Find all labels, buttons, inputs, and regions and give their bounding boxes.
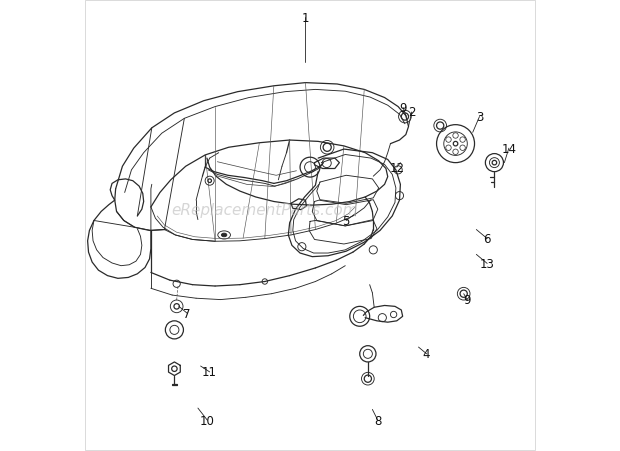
Text: 6: 6 [484,233,491,245]
Text: 12: 12 [389,161,404,174]
Text: 5: 5 [342,215,350,227]
Text: 8: 8 [374,414,381,427]
Ellipse shape [221,234,227,237]
Text: 3: 3 [476,111,483,124]
Text: 2: 2 [408,106,415,119]
Text: 13: 13 [480,258,495,270]
Text: 14: 14 [502,143,516,155]
Text: eReplacementParts.com: eReplacementParts.com [172,202,358,217]
Text: 9: 9 [464,294,471,306]
Text: 10: 10 [200,414,215,427]
Text: 4: 4 [423,348,430,360]
Text: 7: 7 [184,307,191,320]
Text: 11: 11 [202,366,217,378]
Text: 1: 1 [302,12,309,24]
Text: 9: 9 [399,102,407,115]
